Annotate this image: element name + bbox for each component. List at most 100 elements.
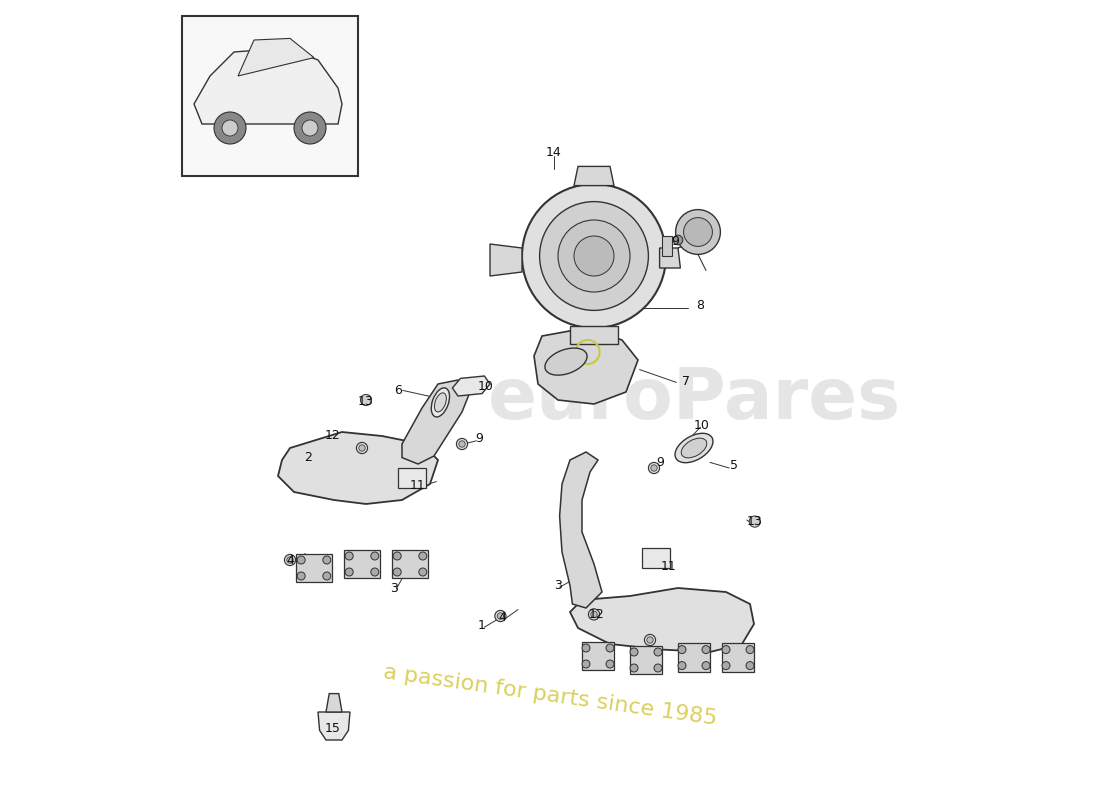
Bar <box>182 16 358 176</box>
Circle shape <box>651 465 657 471</box>
Text: 12: 12 <box>588 608 604 621</box>
Circle shape <box>647 637 653 643</box>
Text: 6: 6 <box>394 384 402 397</box>
Circle shape <box>673 235 683 245</box>
Circle shape <box>522 184 666 328</box>
Ellipse shape <box>544 348 587 375</box>
Circle shape <box>356 442 367 454</box>
Circle shape <box>287 557 294 563</box>
Circle shape <box>678 662 686 670</box>
Circle shape <box>214 112 246 144</box>
Circle shape <box>606 660 614 668</box>
Ellipse shape <box>675 434 713 462</box>
Circle shape <box>297 572 305 580</box>
Polygon shape <box>278 432 438 504</box>
Circle shape <box>574 236 614 276</box>
Polygon shape <box>402 380 470 464</box>
Text: 14: 14 <box>546 146 562 158</box>
Circle shape <box>722 646 730 654</box>
Circle shape <box>459 441 465 447</box>
Polygon shape <box>560 452 602 608</box>
Circle shape <box>582 644 590 652</box>
Polygon shape <box>490 244 522 276</box>
Text: 2: 2 <box>305 451 312 464</box>
Circle shape <box>456 438 468 450</box>
Circle shape <box>702 662 710 670</box>
Circle shape <box>648 462 660 474</box>
Circle shape <box>322 572 331 580</box>
Circle shape <box>345 568 353 576</box>
Polygon shape <box>238 38 314 76</box>
Circle shape <box>630 664 638 672</box>
Circle shape <box>582 660 590 668</box>
Ellipse shape <box>434 393 447 412</box>
Ellipse shape <box>681 438 707 458</box>
Text: 11: 11 <box>660 560 676 573</box>
Text: 3: 3 <box>390 582 398 594</box>
Circle shape <box>322 556 331 564</box>
Bar <box>582 642 614 670</box>
Bar <box>678 643 710 672</box>
Circle shape <box>675 210 720 254</box>
Text: 10: 10 <box>694 419 710 432</box>
Circle shape <box>588 609 600 620</box>
Circle shape <box>302 120 318 136</box>
Text: 9: 9 <box>475 432 484 445</box>
Circle shape <box>606 644 614 652</box>
Circle shape <box>749 516 760 527</box>
Circle shape <box>722 662 730 670</box>
Circle shape <box>746 662 754 670</box>
Bar <box>722 643 754 672</box>
Text: 4: 4 <box>498 611 506 624</box>
Circle shape <box>630 648 638 656</box>
Bar <box>642 548 670 568</box>
Circle shape <box>294 112 326 144</box>
Bar <box>662 236 672 256</box>
Circle shape <box>702 646 710 654</box>
Text: 4: 4 <box>287 554 295 566</box>
Polygon shape <box>326 694 342 712</box>
Text: 1: 1 <box>478 619 486 632</box>
Circle shape <box>591 611 597 618</box>
Circle shape <box>371 568 378 576</box>
Text: a passion for parts since 1985: a passion for parts since 1985 <box>382 662 718 730</box>
Text: 13: 13 <box>747 515 762 528</box>
Circle shape <box>540 202 648 310</box>
Circle shape <box>285 554 296 566</box>
Bar <box>296 554 331 582</box>
Circle shape <box>558 220 630 292</box>
Circle shape <box>361 394 372 406</box>
Text: 10: 10 <box>478 380 494 393</box>
Polygon shape <box>534 328 638 404</box>
Bar <box>398 468 426 488</box>
Circle shape <box>345 552 353 560</box>
Text: 11: 11 <box>410 479 426 492</box>
Bar <box>393 550 428 578</box>
Text: 8: 8 <box>696 299 704 312</box>
Circle shape <box>497 613 504 619</box>
Ellipse shape <box>431 388 450 417</box>
Bar <box>630 646 662 674</box>
Polygon shape <box>660 248 681 268</box>
Bar <box>344 550 380 578</box>
Polygon shape <box>194 48 342 124</box>
Polygon shape <box>452 376 490 396</box>
Circle shape <box>359 445 365 451</box>
Polygon shape <box>570 588 754 652</box>
Polygon shape <box>570 326 618 344</box>
Circle shape <box>297 556 305 564</box>
Circle shape <box>746 646 754 654</box>
Circle shape <box>419 568 427 576</box>
Text: euroPares: euroPares <box>487 366 901 434</box>
Text: 3: 3 <box>554 579 562 592</box>
Circle shape <box>222 120 238 136</box>
Circle shape <box>645 634 656 646</box>
Text: 9: 9 <box>671 235 679 248</box>
Circle shape <box>495 610 506 622</box>
Text: 5: 5 <box>730 459 738 472</box>
Circle shape <box>419 552 427 560</box>
Polygon shape <box>318 712 350 740</box>
Text: 13: 13 <box>359 395 374 408</box>
Circle shape <box>678 646 686 654</box>
Circle shape <box>654 664 662 672</box>
